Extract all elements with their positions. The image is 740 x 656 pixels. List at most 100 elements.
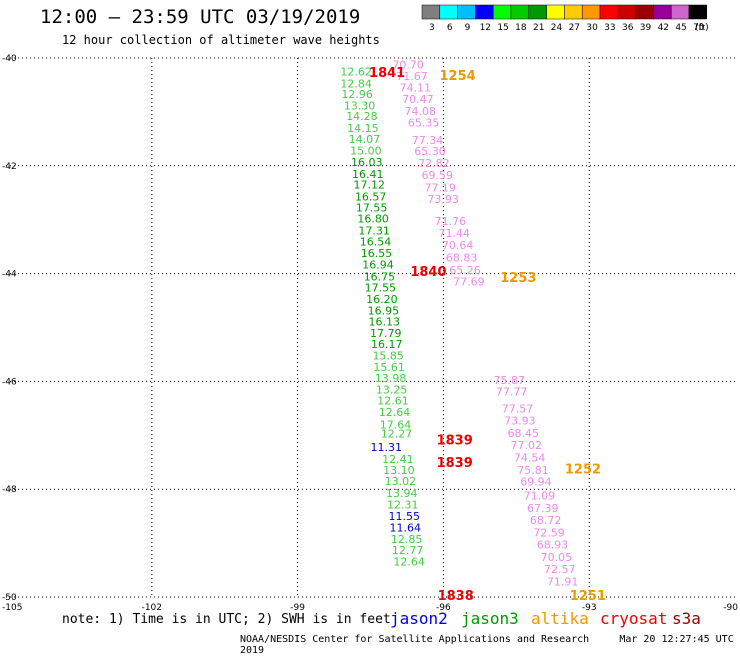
wave-height-value: 73.93 — [504, 415, 536, 428]
wave-height-value: 13.94 — [386, 487, 418, 500]
wave-height-value: 12.61 — [377, 394, 409, 407]
satellite-legend-s3a: s3a — [672, 609, 701, 628]
map-title: 12:00 – 23:59 UTC 03/19/2019 — [40, 6, 361, 28]
legend-bin-label: 9 — [465, 23, 471, 33]
wave-height-value: 71.91 — [547, 575, 579, 588]
credit-spacer — [595, 634, 613, 645]
legend-bin-label: 30 — [586, 23, 598, 33]
legend-swatch — [599, 4, 619, 20]
longitude-tick-label: -93 — [582, 603, 597, 613]
wave-height-value: 14.07 — [349, 133, 381, 146]
longitude-tick-label: -99 — [290, 603, 305, 613]
legend-swatch — [421, 4, 441, 20]
legend-bin-label: 21 — [533, 23, 544, 33]
legend-bin-label: 3 — [429, 23, 435, 33]
wave-height-value: 65.26 — [449, 264, 481, 277]
legend-bin-label: 27 — [569, 23, 580, 33]
wave-height-value: 16.03 — [351, 156, 383, 169]
wave-height-value: 72.59 — [533, 526, 565, 539]
credit-text: NOAA/NESDIS Center for Satellite Applica… — [240, 634, 590, 645]
wave-height-value: 11.55 — [388, 510, 420, 523]
pass-time-label: 1254 — [440, 69, 476, 84]
wave-height-value: 69.59 — [422, 169, 454, 182]
wave-height-value: 68.83 — [446, 251, 478, 264]
legend-swatch — [510, 4, 530, 20]
legend-unit: (ft) — [695, 23, 709, 33]
wave-height-value: 73.93 — [427, 193, 459, 206]
legend-swatch — [653, 4, 672, 20]
wave-height-value: 77.19 — [424, 181, 456, 194]
legend-swatch — [688, 4, 708, 20]
wave-height-value: 71.76 — [435, 215, 467, 228]
legend-bin-label: 42 — [658, 23, 669, 33]
latitude-tick-label: -40 — [2, 54, 17, 64]
pass-time-label: 1839 — [437, 434, 473, 449]
wave-height-value: 12.84 — [340, 77, 372, 90]
pass-time-label: 1252 — [565, 462, 601, 477]
wave-height-value: 12.77 — [392, 544, 424, 557]
wave-height-value: 12.31 — [387, 498, 419, 511]
pass-time-label: 1841 — [369, 66, 405, 81]
wave-height-value: 15.85 — [372, 350, 404, 363]
pass-time-label: 1253 — [500, 271, 536, 286]
wave-height-value: 74.54 — [514, 451, 546, 464]
wave-height-value: 17.55 — [356, 201, 388, 214]
wave-height-value: 69.94 — [520, 476, 552, 489]
color-legend: 3 6 9 12 15 18 21 24 27 30 33 36 39 42 45 70(ft) — [421, 4, 709, 33]
satellite-legend-altika: altika — [531, 609, 589, 628]
legend-swatch — [546, 4, 565, 20]
wave-height-value: 75.87 — [493, 374, 525, 387]
wave-height-value: 65.30 — [414, 145, 446, 158]
wave-height-value: 77.69 — [453, 276, 485, 289]
map-grid — [6, 57, 735, 598]
satellite-legend-jason2: jason2 — [390, 609, 448, 628]
wave-height-value: 16.13 — [369, 316, 401, 329]
legend-swatch — [670, 4, 690, 20]
legend-bin-label: 33 — [604, 23, 615, 33]
wave-height-value: 12.96 — [341, 88, 373, 101]
pass-time-label: 1839 — [437, 456, 473, 471]
wave-height-value: 67.39 — [527, 502, 559, 515]
pass-time-labels: 1841 1254 1840 1253 1839 1839 1252 1838 1251 — [369, 66, 606, 604]
wave-height-value: 13.98 — [375, 372, 407, 385]
longitude-tick-label: -105 — [2, 603, 22, 613]
wave-height-value: 15.61 — [373, 361, 405, 374]
legend-bin-label: 45 — [675, 23, 686, 33]
legend-swatch — [439, 4, 458, 20]
latitude-tick-label: -48 — [2, 485, 17, 495]
wave-height-value: 71.44 — [439, 227, 471, 240]
pass-time-label: 1840 — [410, 265, 446, 280]
wave-height-value: 77.02 — [510, 439, 542, 452]
wave-height-value: 16.75 — [364, 270, 396, 283]
wave-height-value: 68.72 — [530, 514, 562, 527]
legend-bin-label: 18 — [515, 23, 527, 33]
wave-height-value: 15.00 — [350, 145, 382, 158]
wave-height-value: 16.55 — [361, 247, 393, 260]
wave-height-value: 77.77 — [496, 386, 528, 399]
wave-height-value: 13.10 — [383, 464, 415, 477]
wave-height-value: 17.79 — [370, 327, 402, 340]
wave-height-value: 16.54 — [360, 235, 392, 248]
wave-height-value: 16.80 — [357, 213, 389, 226]
wave-height-value: 16.41 — [352, 168, 384, 181]
legend-bin-label: 15 — [497, 23, 508, 33]
wave-height-value: 72.82 — [418, 157, 450, 170]
wave-height-value: 68.93 — [537, 539, 569, 552]
latitude-tick-label: -42 — [2, 162, 17, 172]
wave-height-value: 12.41 — [382, 453, 414, 466]
wave-height-value: 12.85 — [391, 533, 423, 546]
wave-height-value: 16.57 — [355, 191, 387, 204]
wave-height-value: 17.64 — [380, 419, 412, 432]
footer-credit: NOAA/NESDIS Center for Satellite Applica… — [240, 634, 740, 656]
wave-height-value: 17.31 — [358, 224, 390, 237]
wave-height-value: 17.55 — [365, 282, 397, 295]
legend-bin-label: 70 — [693, 23, 705, 33]
wave-height-value: 16.95 — [368, 304, 400, 317]
legend-swatch — [528, 4, 547, 20]
wave-height-value: 16.17 — [371, 338, 403, 351]
wave-height-value: 13.25 — [376, 383, 408, 396]
wave-height-value: 12.64 — [379, 406, 411, 419]
longitude-tick-label: -90 — [723, 603, 738, 613]
